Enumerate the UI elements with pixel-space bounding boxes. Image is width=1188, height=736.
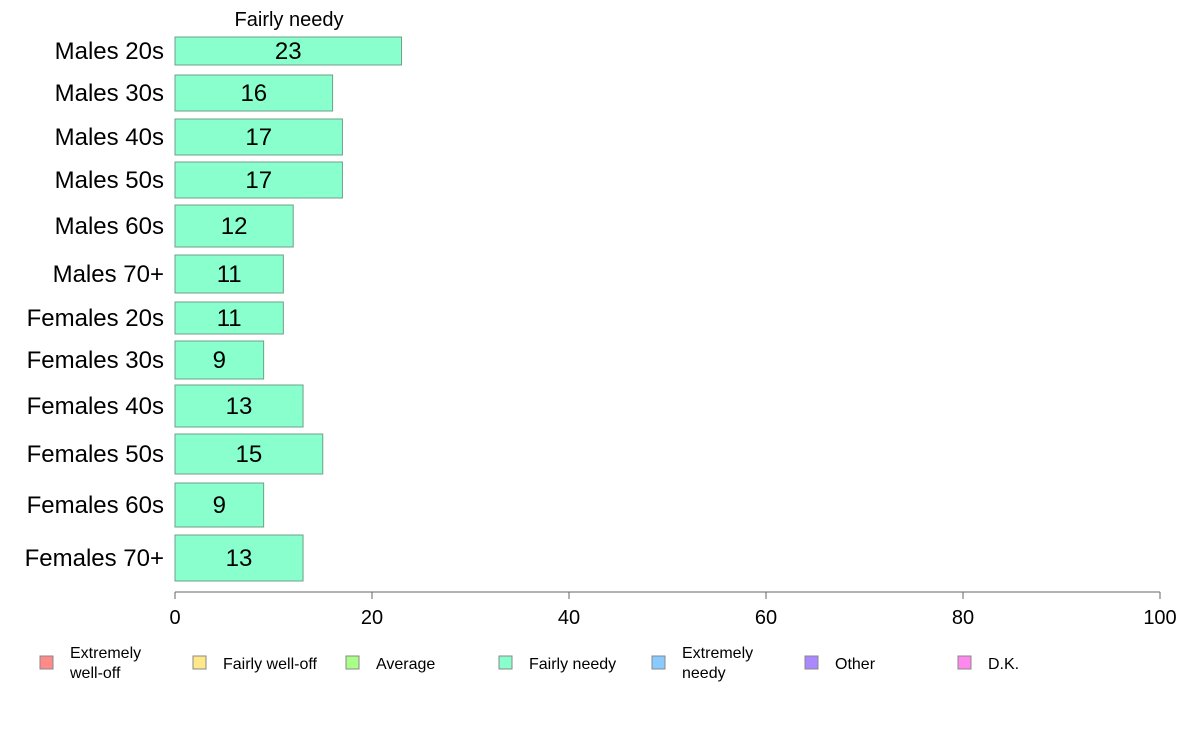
legend-label: D.K. [988, 656, 1019, 673]
category-label: Males 50s [55, 167, 164, 194]
category-label: Females 20s [27, 305, 164, 332]
bar [174, 482, 265, 528]
x-tick-label: 0 [169, 607, 180, 629]
legend-label: needy [682, 665, 726, 682]
legend: Extremely well-off Fairly well-off Average F… [39, 645, 1019, 682]
bar [174, 36, 403, 66]
bar [174, 534, 304, 582]
category-label: Males 30s [55, 80, 164, 107]
legend-swatch [651, 655, 666, 670]
legend-swatch [498, 655, 513, 670]
bar-value-label: 12 [221, 213, 248, 240]
legend-swatch [192, 655, 207, 670]
bar [174, 340, 265, 380]
bar [174, 204, 294, 248]
chart-title: Fairly needy [235, 9, 344, 31]
legend-swatch [345, 655, 360, 670]
legend-swatch [39, 655, 54, 670]
category-label: Females 50s [27, 441, 164, 468]
bar [174, 74, 334, 112]
x-tick-label: 20 [361, 607, 383, 629]
bar-value-label: 16 [240, 80, 267, 107]
x-tick-label: 60 [755, 607, 777, 629]
category-label: Females 70+ [25, 545, 164, 572]
category-label: Males 20s [55, 38, 164, 65]
bar-value-label: 13 [226, 393, 253, 420]
category-label: Males 60s [55, 213, 164, 240]
x-axis: 0 20 40 60 80 100 [169, 591, 1177, 629]
bar-value-label: 11 [217, 305, 242, 332]
legend-swatch [804, 655, 819, 670]
legend-swatch [957, 655, 972, 670]
bar-value-label: 9 [213, 492, 226, 519]
bar-value-label: 9 [213, 347, 226, 374]
x-tick-label: 40 [558, 607, 580, 629]
bar [174, 384, 304, 428]
legend-label: well-off [69, 665, 121, 682]
bar [174, 118, 343, 156]
bar-value-label: 23 [275, 38, 302, 65]
legend-label: Other [835, 656, 876, 673]
x-tick-label: 100 [1143, 607, 1176, 629]
category-label: Females 60s [27, 492, 164, 519]
category-label: Males 40s [55, 124, 164, 151]
category-label: Males 70+ [53, 261, 164, 288]
bars-group: Males 20s 23 Males 30s 16 Males 40s 17 Males 5… [25, 36, 403, 582]
category-label: Females 40s [27, 393, 164, 420]
legend-label: Average [376, 656, 435, 673]
bar-value-label: 11 [217, 261, 242, 288]
legend-label: Extremely [70, 645, 141, 662]
bar-value-label: 13 [226, 545, 253, 572]
legend-label: Fairly needy [529, 656, 616, 673]
category-label: Females 30s [27, 347, 164, 374]
bar-value-label: 15 [236, 441, 263, 468]
bar [174, 433, 324, 475]
bar-value-label: 17 [245, 124, 272, 151]
legend-label: Fairly well-off [223, 656, 318, 673]
legend-label: Extremely [682, 645, 753, 662]
bar [174, 254, 284, 294]
bar [174, 301, 284, 335]
bar-value-label: 17 [245, 167, 272, 194]
bar [174, 161, 343, 199]
x-tick-label: 80 [952, 607, 974, 629]
